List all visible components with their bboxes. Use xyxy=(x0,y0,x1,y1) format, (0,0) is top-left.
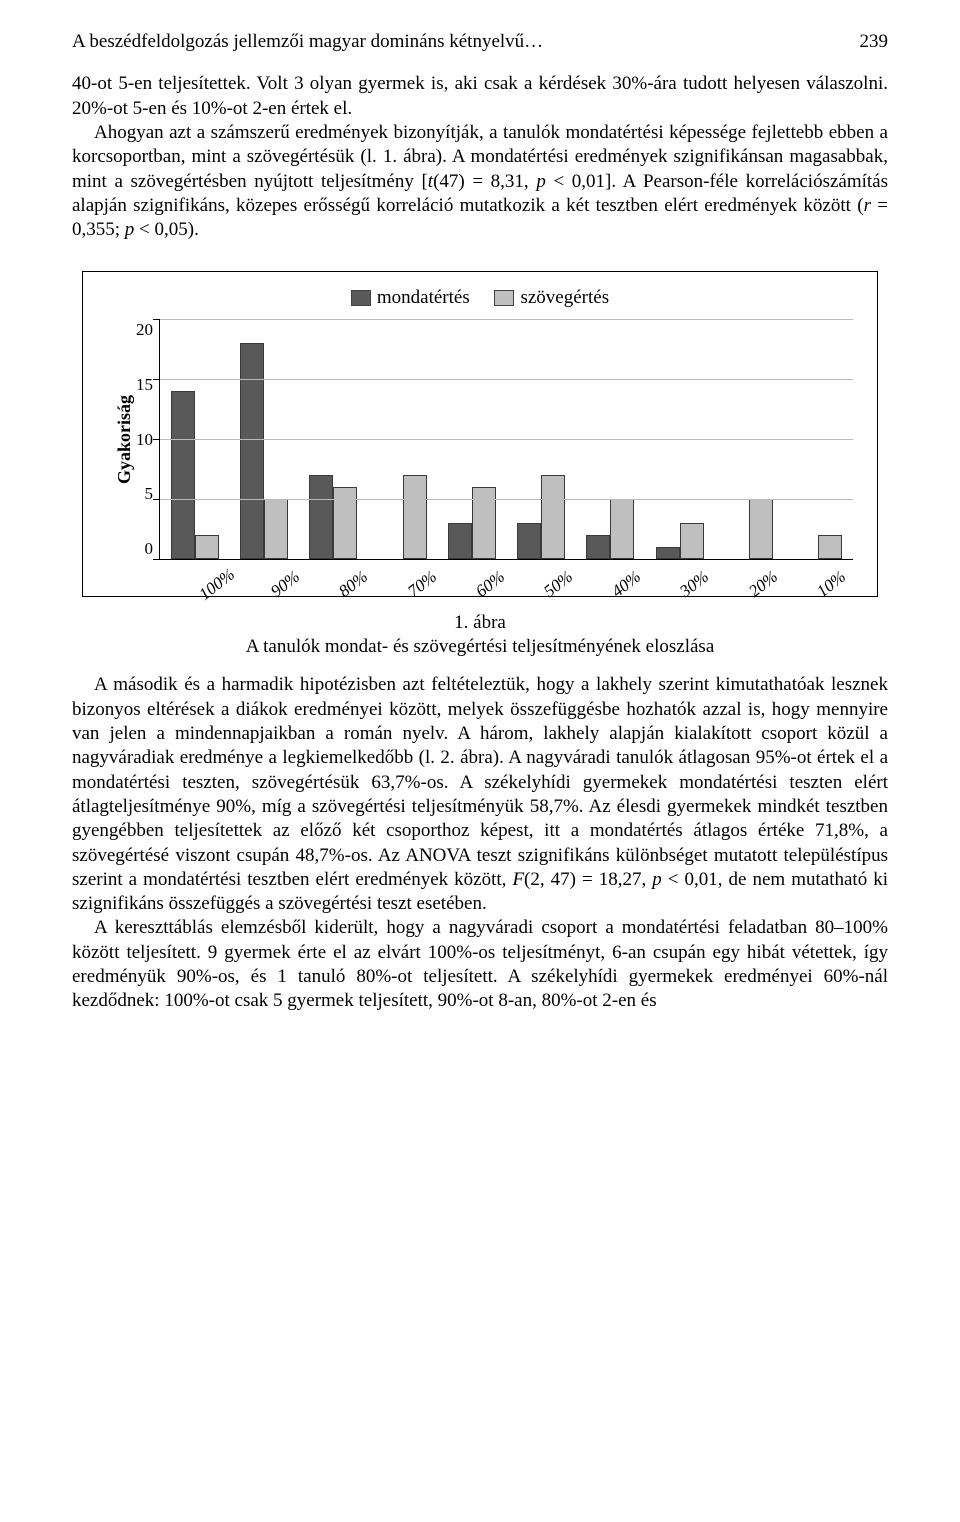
stat-p2: p xyxy=(125,219,135,240)
swatch-series2 xyxy=(494,290,514,306)
bar-series1 xyxy=(448,523,472,559)
legend-label-series1: mondatértés xyxy=(377,286,470,310)
caption-text: A tanulók mondat- és szövegértési teljes… xyxy=(246,636,715,657)
y-tick-label: 15 xyxy=(136,374,153,396)
stat-F: F xyxy=(512,869,524,890)
paragraph-2: Ahogyan azt a számszerű eredmények bizon… xyxy=(72,121,888,243)
x-tick-label: 50% xyxy=(536,566,578,605)
chart-figure: mondatértés szövegértés Gyakoriság 20 15 1… xyxy=(82,271,878,597)
bar-series1 xyxy=(656,547,680,559)
y-tick xyxy=(153,439,160,440)
figure-caption: 1. ábra A tanulók mondat- és szövegértés… xyxy=(72,611,888,660)
bar-series1 xyxy=(309,475,333,559)
grid-line xyxy=(160,319,853,320)
bar-group xyxy=(171,391,219,559)
y-tick xyxy=(153,499,160,500)
y-tick xyxy=(153,379,160,380)
x-tick-label: 100% xyxy=(195,566,237,605)
bar-group xyxy=(656,523,704,559)
stat-F-val: (2, 47) = 18,27, xyxy=(524,869,652,890)
y-tick-label: 5 xyxy=(145,483,154,505)
x-tick-label: 60% xyxy=(467,566,509,605)
stat-p1: p xyxy=(536,171,546,192)
chart-legend: mondatértés szövegértés xyxy=(107,286,853,313)
bar-group xyxy=(448,487,496,559)
x-tick-label: 10% xyxy=(808,566,850,605)
y-tick xyxy=(153,559,160,560)
bar-series2 xyxy=(610,499,634,559)
swatch-series1 xyxy=(351,290,371,306)
x-tick-label: 70% xyxy=(399,566,441,605)
para2-text-c: < 0,05). xyxy=(134,219,199,240)
bar-series2 xyxy=(541,475,565,559)
x-tick-label: 80% xyxy=(331,566,373,605)
stat-r: r xyxy=(864,195,871,216)
bar-group xyxy=(586,499,634,559)
legend-label-series2: szövegértés xyxy=(520,286,609,310)
x-tick-label: 40% xyxy=(604,566,646,605)
y-axis-label: Gyakoriság xyxy=(107,319,136,560)
bar-series1 xyxy=(517,523,541,559)
grid-line xyxy=(160,439,853,440)
x-tick-label: 20% xyxy=(740,566,782,605)
bar-series2 xyxy=(818,535,842,559)
page-number: 239 xyxy=(860,30,889,54)
bar-group xyxy=(725,499,773,559)
paragraph-3: A második és a harmadik hipotézisben azt… xyxy=(72,673,888,916)
para3-text-a: A második és a harmadik hipotézisben azt… xyxy=(72,674,888,890)
bar-group xyxy=(517,475,565,559)
running-title: A beszédfeldolgozás jellemzői magyar dom… xyxy=(72,30,543,54)
bar-group xyxy=(379,475,427,559)
x-tick-label: 30% xyxy=(672,566,714,605)
caption-number: 1. ábra xyxy=(454,612,506,633)
grid-line xyxy=(160,379,853,380)
running-head: A beszédfeldolgozás jellemzői magyar dom… xyxy=(72,30,888,54)
bar-series1 xyxy=(240,343,264,559)
bar-series2 xyxy=(472,487,496,559)
paragraph-1: 40-ot 5-en teljesítettek. Volt 3 olyan g… xyxy=(72,72,888,121)
paragraph-4: A kereszttáblás elemzésből kiderült, hog… xyxy=(72,916,888,1013)
y-tick-label: 20 xyxy=(136,319,153,341)
bar-group xyxy=(794,535,842,559)
legend-item-series2: szövegértés xyxy=(494,286,609,310)
bar-group xyxy=(240,343,288,559)
bar-series2 xyxy=(264,499,288,559)
legend-item-series1: mondatértés xyxy=(351,286,470,310)
bar-series1 xyxy=(586,535,610,559)
bar-series1 xyxy=(171,391,195,559)
bar-series2 xyxy=(680,523,704,559)
x-tick-label: 90% xyxy=(263,566,305,605)
stat-p3: p xyxy=(652,869,662,890)
chart-plot-area xyxy=(159,319,853,560)
bar-series2 xyxy=(403,475,427,559)
stat-t-val: (47) = 8,31, xyxy=(433,171,536,192)
bar-series2 xyxy=(195,535,219,559)
grid-line xyxy=(160,499,853,500)
bar-series2 xyxy=(333,487,357,559)
bar-series2 xyxy=(749,499,773,559)
y-tick-label: 0 xyxy=(145,538,154,560)
bar-group xyxy=(309,475,357,559)
x-axis-labels: 100%90%80%70%60%50%40%30%20%10% xyxy=(107,566,853,588)
y-tick-label: 10 xyxy=(136,429,153,451)
y-tick xyxy=(153,319,160,320)
